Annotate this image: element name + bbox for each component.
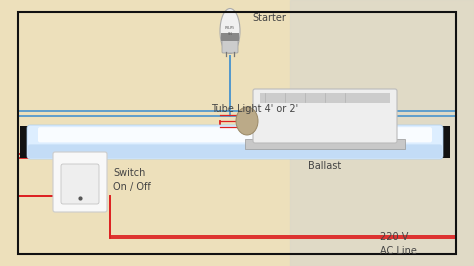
Text: Tube Light 4' or 2': Tube Light 4' or 2'	[211, 104, 299, 114]
FancyBboxPatch shape	[27, 125, 443, 159]
Bar	[245, 139, 405, 149]
Ellipse shape	[236, 107, 258, 135]
Bar	[221, 33, 239, 41]
Bar	[440, 126, 450, 158]
Text: PHILIPS: PHILIPS	[225, 26, 235, 30]
Bar	[20, 126, 30, 158]
Text: S10: S10	[228, 32, 233, 36]
FancyBboxPatch shape	[61, 164, 99, 204]
Bar	[290, 0, 474, 266]
Text: Starter: Starter	[252, 13, 286, 23]
FancyBboxPatch shape	[38, 127, 432, 142]
Bar	[290, 0, 474, 266]
FancyBboxPatch shape	[222, 39, 238, 53]
FancyBboxPatch shape	[28, 144, 442, 158]
Text: 220 V
AC Line: 220 V AC Line	[380, 232, 417, 256]
FancyBboxPatch shape	[253, 89, 397, 143]
Ellipse shape	[220, 9, 240, 53]
Text: Ballast: Ballast	[309, 161, 342, 171]
Bar	[260, 93, 390, 103]
FancyBboxPatch shape	[53, 152, 107, 212]
Text: Switch
On / Off: Switch On / Off	[113, 168, 151, 192]
